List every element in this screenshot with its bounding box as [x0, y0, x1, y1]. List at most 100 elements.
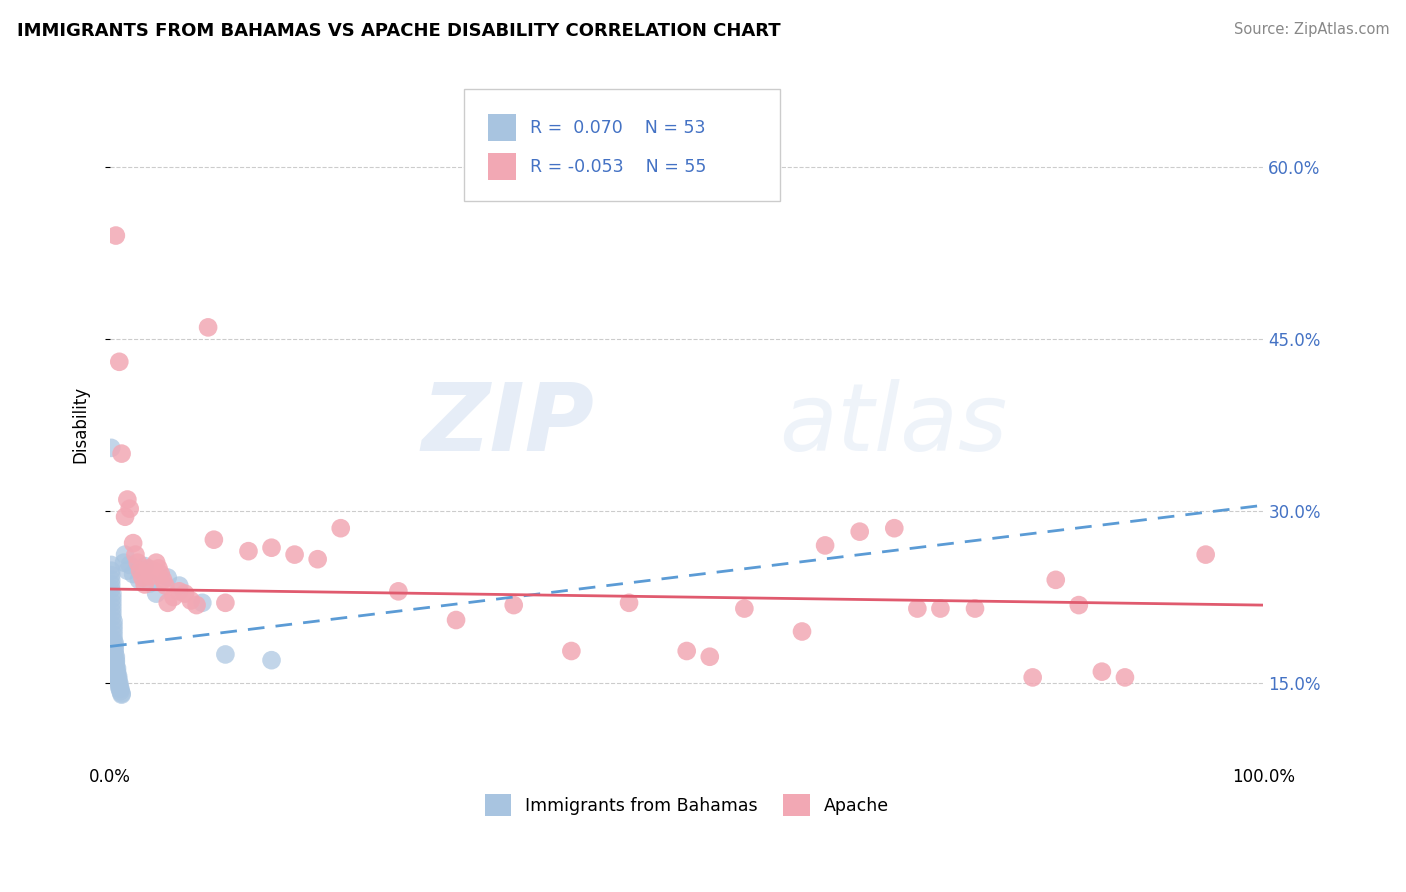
- Point: [145, 586, 167, 600]
- Point: [284, 548, 307, 562]
- Point: [114, 548, 136, 562]
- Point: [118, 501, 141, 516]
- Text: atlas: atlas: [779, 379, 1007, 470]
- Point: [733, 601, 755, 615]
- Text: Source: ZipAtlas.com: Source: ZipAtlas.com: [1233, 22, 1389, 37]
- Point: [104, 653, 127, 667]
- Point: [110, 686, 132, 700]
- Point: [114, 509, 136, 524]
- Point: [124, 548, 146, 562]
- Point: [103, 614, 125, 628]
- Point: [169, 584, 191, 599]
- Point: [1021, 670, 1043, 684]
- Point: [136, 561, 159, 575]
- Point: [152, 573, 174, 587]
- Point: [101, 591, 124, 606]
- Point: [929, 601, 952, 615]
- Point: [104, 643, 127, 657]
- Point: [101, 605, 124, 619]
- Point: [260, 541, 283, 555]
- Point: [108, 678, 131, 692]
- Point: [127, 556, 149, 570]
- Point: [108, 355, 131, 369]
- Point: [100, 582, 122, 596]
- Point: [139, 576, 162, 591]
- Point: [101, 609, 124, 624]
- Point: [156, 570, 179, 584]
- Point: [122, 567, 145, 582]
- Point: [134, 577, 156, 591]
- Point: [108, 681, 131, 695]
- Point: [191, 596, 214, 610]
- Point: [186, 598, 208, 612]
- Point: [104, 228, 127, 243]
- Point: [963, 601, 986, 615]
- Point: [560, 644, 582, 658]
- Point: [104, 659, 127, 673]
- Point: [502, 598, 524, 612]
- Point: [202, 533, 225, 547]
- Point: [790, 624, 813, 639]
- Point: [101, 600, 124, 615]
- Point: [108, 676, 131, 690]
- Point: [142, 564, 165, 578]
- Text: R =  0.070    N = 53: R = 0.070 N = 53: [530, 119, 706, 136]
- Point: [100, 568, 122, 582]
- Point: [110, 447, 132, 461]
- Point: [174, 586, 197, 600]
- Point: [104, 649, 127, 664]
- Point: [387, 584, 409, 599]
- Point: [214, 596, 236, 610]
- Point: [1091, 665, 1114, 679]
- Point: [180, 593, 202, 607]
- Legend: Immigrants from Bahamas, Apache: Immigrants from Bahamas, Apache: [478, 788, 896, 822]
- Point: [105, 667, 128, 681]
- Point: [617, 596, 640, 610]
- Point: [814, 538, 837, 552]
- Point: [129, 564, 152, 578]
- Point: [214, 648, 236, 662]
- Point: [100, 441, 122, 455]
- Point: [134, 559, 156, 574]
- Point: [117, 564, 139, 578]
- Point: [110, 688, 132, 702]
- Point: [103, 632, 125, 647]
- Point: [1045, 573, 1067, 587]
- Point: [103, 628, 125, 642]
- Point: [329, 521, 352, 535]
- Point: [131, 570, 153, 584]
- Point: [117, 492, 139, 507]
- Point: [444, 613, 467, 627]
- Text: IMMIGRANTS FROM BAHAMAS VS APACHE DISABILITY CORRELATION CHART: IMMIGRANTS FROM BAHAMAS VS APACHE DISABI…: [17, 22, 780, 40]
- Point: [848, 524, 870, 539]
- Point: [699, 649, 721, 664]
- Point: [169, 578, 191, 592]
- Point: [107, 669, 129, 683]
- Point: [122, 536, 145, 550]
- Point: [145, 556, 167, 570]
- Point: [238, 544, 260, 558]
- Point: [105, 665, 128, 679]
- Point: [156, 596, 179, 610]
- Point: [112, 556, 135, 570]
- Point: [100, 564, 122, 578]
- Point: [883, 521, 905, 535]
- Point: [104, 656, 127, 670]
- Point: [103, 624, 125, 638]
- Point: [148, 561, 170, 575]
- Point: [128, 573, 150, 587]
- Point: [110, 684, 132, 698]
- Point: [155, 578, 177, 592]
- Point: [260, 653, 283, 667]
- Point: [101, 586, 124, 600]
- Point: [1114, 670, 1136, 684]
- Point: [104, 646, 127, 660]
- Point: [101, 596, 124, 610]
- Y-axis label: Disability: Disability: [72, 386, 89, 464]
- Point: [100, 573, 122, 587]
- Point: [675, 644, 697, 658]
- Point: [107, 672, 129, 686]
- Point: [1195, 548, 1218, 562]
- Point: [100, 558, 122, 572]
- Point: [149, 567, 172, 582]
